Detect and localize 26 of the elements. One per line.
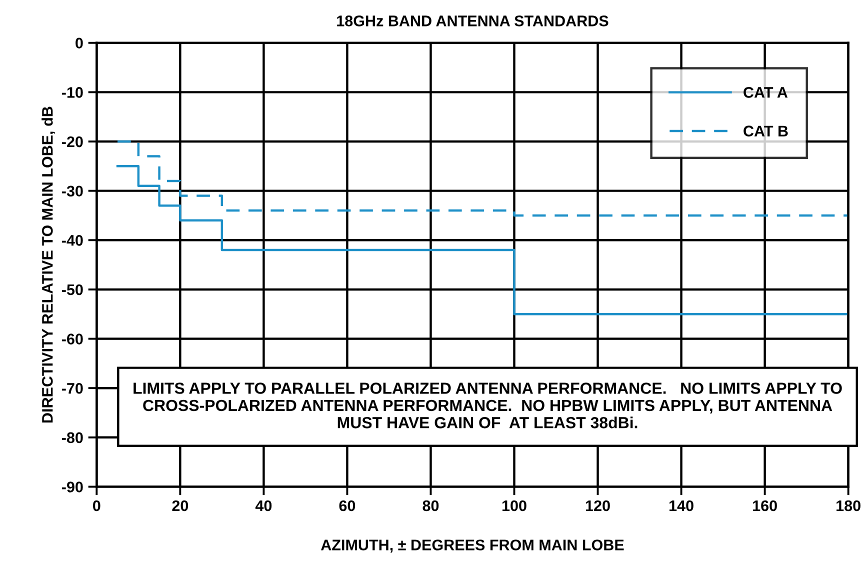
y-tick-label: -20 bbox=[62, 136, 83, 148]
x-tick-label: 160 bbox=[753, 500, 777, 512]
x-tick-label: 180 bbox=[836, 500, 860, 512]
x-axis-title: AZIMUTH, ± DEGREES FROM MAIN LOBE bbox=[321, 540, 624, 553]
y-tick-label: -50 bbox=[62, 284, 83, 296]
x-tick-label: 100 bbox=[502, 500, 526, 512]
y-tick-label: -60 bbox=[62, 334, 83, 344]
chart-title: 18GHz BAND ANTENNA STANDARDS bbox=[337, 16, 608, 26]
y-tick-label: 0 bbox=[76, 38, 83, 49]
x-tick-label: 80 bbox=[422, 500, 439, 512]
y-tick-label: -70 bbox=[62, 382, 83, 394]
x-tick-label: 120 bbox=[586, 500, 610, 512]
legend-label: CAT B bbox=[744, 126, 788, 136]
x-tick-label: 40 bbox=[255, 500, 272, 512]
y-tick-label: -80 bbox=[62, 432, 83, 444]
y-axis-title: DIRECTIVITY RELATIVE TO MAIN LOBE, dB bbox=[42, 106, 56, 423]
y-tick-label: -90 bbox=[62, 482, 83, 492]
x-tick-label: 140 bbox=[670, 500, 694, 512]
x-tick-label: 0 bbox=[93, 500, 100, 512]
x-tick-label: 60 bbox=[339, 500, 356, 512]
y-tick-label: -10 bbox=[62, 87, 83, 98]
annotation: LIMITS APPLY TO PARALLEL POLARIZED ANTENNA PERFORMANCE. NO LIMITS APPLY TO CROSS-POLARIZED ANTENNA PERFORMANCE. NO HPBW LIMITS APPLY, BUT ANTENNA MUST HAVE GAIN OF AT LEAST 38dBi. bbox=[134, 382, 842, 428]
x-tick-label: 20 bbox=[172, 500, 188, 512]
legend-label: CAT A bbox=[744, 86, 788, 98]
y-tick-label: -40 bbox=[62, 235, 83, 246]
y-tick-label: -30 bbox=[62, 186, 83, 197]
